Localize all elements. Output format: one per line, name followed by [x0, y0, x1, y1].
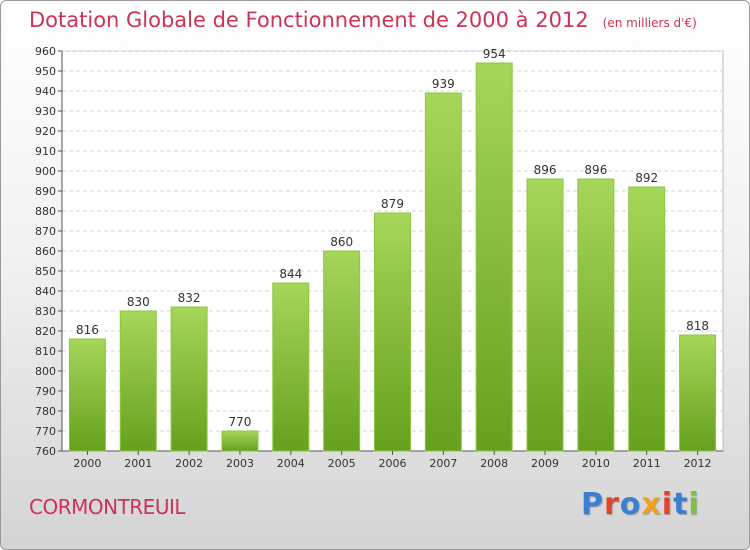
y-tick-label: 870	[35, 225, 56, 238]
bar-2002	[170, 306, 208, 452]
y-tick-label: 930	[35, 105, 56, 118]
bar-2010	[577, 178, 615, 452]
bar-2008	[475, 62, 513, 452]
value-label-2011: 892	[635, 171, 658, 185]
x-tick-label-2007: 2007	[429, 457, 457, 470]
y-tick-label: 880	[35, 205, 56, 218]
bar-2007	[424, 92, 462, 452]
y-tick-label: 790	[35, 385, 56, 398]
x-tick-label-2004: 2004	[277, 457, 305, 470]
y-tick-label: 830	[35, 305, 56, 318]
x-tick-label-2010: 2010	[582, 457, 610, 470]
bar-2005	[323, 250, 361, 452]
value-label-2006: 879	[381, 197, 404, 211]
value-label-2008: 954	[483, 47, 506, 61]
y-tick-label: 820	[35, 325, 56, 338]
proxiti-logo[interactable]: Proxiti	[581, 487, 700, 522]
y-tick-label: 850	[35, 265, 56, 278]
x-tick-label-2003: 2003	[226, 457, 254, 470]
logo-letter: P	[581, 487, 604, 522]
y-tick-label: 960	[35, 45, 56, 58]
logo-letter: x	[641, 487, 662, 522]
y-tick-label: 770	[35, 425, 56, 438]
bar-2001	[119, 310, 157, 452]
y-tick-label: 780	[35, 405, 56, 418]
x-tick-label-2008: 2008	[480, 457, 508, 470]
logo-letter: i	[688, 487, 700, 522]
y-tick-label: 950	[35, 65, 56, 78]
logo-letter: t	[673, 487, 689, 522]
y-tick-label: 860	[35, 245, 56, 258]
value-label-2007: 939	[432, 77, 455, 91]
y-tick-label: 920	[35, 125, 56, 138]
x-tick-label-2009: 2009	[531, 457, 559, 470]
x-tick-label-2011: 2011	[633, 457, 661, 470]
bar-2009	[526, 178, 564, 452]
bar-2000	[68, 338, 106, 452]
y-tick-label: 890	[35, 185, 56, 198]
bar-2004	[272, 282, 310, 452]
logo-letter: i	[661, 487, 674, 522]
x-tick-label-2006: 2006	[379, 457, 407, 470]
y-tick-label: 760	[35, 445, 56, 458]
logo-letter: o	[619, 487, 642, 522]
value-label-2004: 844	[279, 267, 302, 281]
value-label-2003: 770	[229, 415, 252, 429]
chart-subtitle: (en milliers d'€)	[602, 16, 697, 30]
value-label-2001: 830	[127, 295, 150, 309]
x-tick-label-2001: 2001	[124, 457, 152, 470]
x-tick-label-2000: 2000	[73, 457, 101, 470]
value-label-2005: 860	[330, 235, 353, 249]
y-tick-label: 940	[35, 85, 56, 98]
value-label-2010: 896	[584, 163, 607, 177]
y-tick-label: 900	[35, 165, 56, 178]
bar-2003	[221, 430, 259, 452]
x-tick-label-2005: 2005	[328, 457, 356, 470]
logo-letter: r	[604, 487, 620, 522]
commune-name: CORMONTREUIL	[29, 495, 186, 519]
value-label-2009: 896	[534, 163, 557, 177]
chart-title: Dotation Globale de Fonctionnement de 20…	[29, 8, 697, 32]
y-tick-label: 910	[35, 145, 56, 158]
value-label-2002: 832	[178, 291, 201, 305]
y-tick-label: 810	[35, 345, 56, 358]
value-label-2000: 816	[76, 323, 99, 337]
bar-2011	[628, 186, 666, 452]
y-tick-label: 840	[35, 285, 56, 298]
y-tick-label: 800	[35, 365, 56, 378]
x-tick-label-2012: 2012	[684, 457, 712, 470]
value-label-2012: 818	[686, 319, 709, 333]
bar-2006	[374, 212, 411, 452]
x-tick-label-2002: 2002	[175, 457, 203, 470]
chart-title-text: Dotation Globale de Fonctionnement de 20…	[29, 8, 589, 32]
bar-2012	[679, 334, 717, 452]
